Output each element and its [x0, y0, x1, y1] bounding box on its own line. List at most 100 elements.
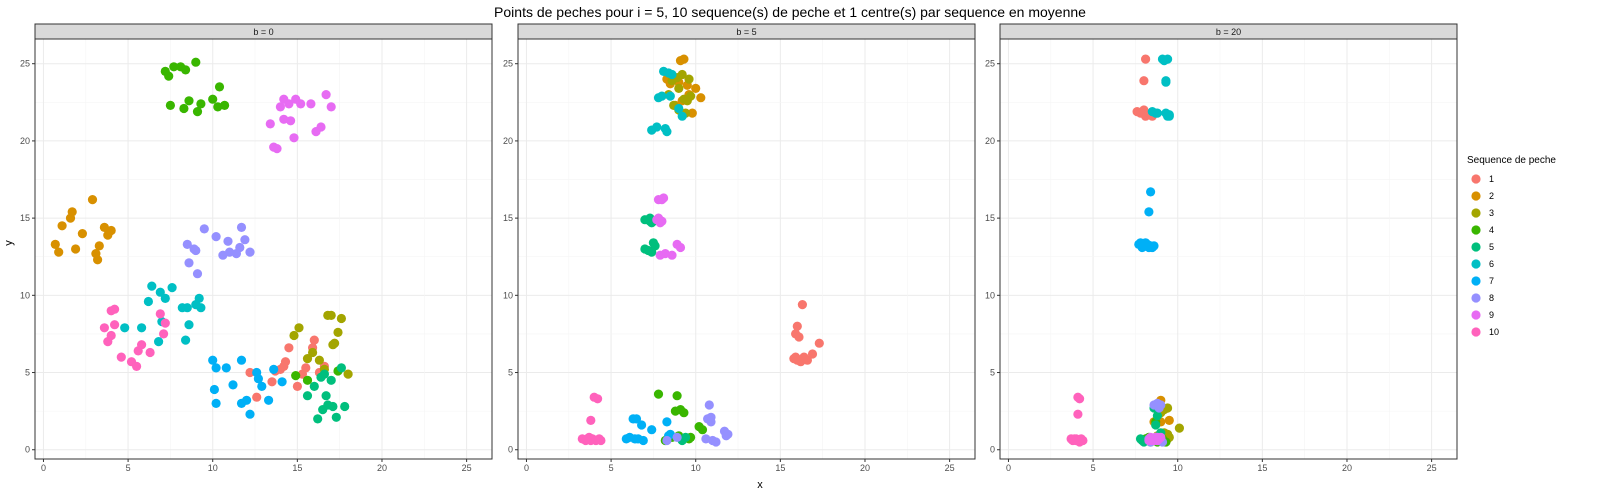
data-point-seq-2	[50, 239, 60, 249]
x-tick-label: 15	[775, 463, 785, 473]
data-point-seq-8	[723, 429, 733, 439]
panel-2: b = 20 0 5 10 15 20 25 0 5 10 15 20 25	[985, 23, 1458, 473]
panel-border	[517, 38, 976, 460]
data-point-seq-9	[265, 119, 275, 129]
panel-1: b = 5 0 5 10 15 20 25 0 5 10 15 20 25	[503, 23, 976, 473]
data-point-seq-7	[208, 355, 218, 365]
data-point-seq-5	[309, 381, 319, 391]
data-point-seq-1	[807, 349, 818, 359]
data-point-seq-7	[209, 384, 219, 395]
data-point-seq-8	[704, 400, 714, 410]
data-point-seq-9	[284, 99, 294, 109]
data-point-seq-1	[791, 352, 801, 362]
legend-label-seq-10: 10	[1489, 327, 1499, 337]
legend-key-seq-8	[1471, 293, 1481, 303]
data-point-seq-2	[679, 54, 689, 64]
data-point-seq-8	[211, 232, 221, 242]
data-point-seq-3	[308, 347, 318, 358]
data-point-seq-6	[667, 69, 677, 80]
data-point-seq-1	[1141, 54, 1151, 64]
legend-key-seq-7	[1471, 276, 1481, 286]
data-point-seq-10	[591, 435, 601, 446]
data-point-seq-6	[1164, 111, 1174, 121]
data-point-seq-3	[314, 355, 324, 365]
y-tick-label: 25	[503, 59, 513, 69]
data-point-seq-10	[1073, 409, 1083, 419]
data-point-seq-10	[110, 320, 120, 330]
data-point-seq-2	[106, 225, 116, 236]
legend-label-seq-2: 2	[1489, 191, 1494, 201]
data-point-seq-1	[279, 361, 289, 371]
data-point-seq-5	[328, 401, 338, 412]
facet-strip-label: b = 20	[1216, 27, 1241, 37]
data-point-seq-6	[143, 296, 153, 307]
x-axis-title: x	[757, 479, 763, 491]
panel-border	[34, 38, 493, 460]
data-point-seq-10	[116, 352, 126, 362]
data-point-seq-7	[631, 414, 642, 424]
x-tick-label: 5	[126, 463, 131, 473]
data-point-seq-9	[272, 144, 282, 154]
data-point-seq-10	[132, 361, 142, 371]
data-point-seq-10	[155, 309, 165, 319]
data-point-seq-2	[691, 83, 701, 93]
data-point-seq-6	[182, 303, 192, 313]
data-point-seq-9	[306, 99, 316, 109]
data-point-seq-9	[279, 114, 289, 124]
data-point-seq-7	[269, 364, 279, 374]
x-tick-label: 5	[1091, 463, 1096, 473]
data-point-seq-4	[653, 389, 664, 399]
data-point-seq-6	[674, 103, 684, 114]
data-point-seq-1	[1135, 108, 1146, 118]
data-point-seq-1	[802, 355, 813, 365]
legend-label-seq-5: 5	[1489, 242, 1494, 252]
x-tick-label: 0	[1006, 463, 1011, 473]
data-point-seq-4	[220, 100, 230, 110]
legend-label-seq-4: 4	[1489, 225, 1494, 235]
x-tick-label: 15	[1257, 463, 1267, 473]
data-point-seq-2	[696, 93, 706, 103]
data-point-seq-2	[77, 229, 87, 239]
data-point-seq-4	[291, 371, 301, 381]
data-point-seq-3	[1174, 423, 1184, 433]
data-point-seq-1	[301, 363, 311, 373]
data-point-seq-8	[711, 437, 721, 447]
data-point-seq-6	[184, 320, 194, 330]
x-tick-label: 20	[377, 463, 387, 473]
data-point-seq-1	[794, 332, 804, 342]
data-point-seq-6	[167, 283, 177, 293]
data-point-seq-5	[331, 412, 341, 422]
data-point-seq-6	[662, 127, 672, 137]
data-point-seq-9	[660, 249, 670, 259]
data-point-seq-7	[211, 363, 221, 373]
data-point-seq-6	[155, 287, 165, 297]
data-point-seq-9	[316, 122, 326, 132]
data-point-seq-10	[582, 434, 593, 444]
data-point-seq-1	[267, 377, 277, 387]
legend-key-seq-4	[1471, 225, 1481, 235]
data-point-seq-1	[245, 367, 255, 378]
data-point-seq-7	[1146, 187, 1156, 197]
data-point-seq-1	[814, 338, 824, 348]
data-point-seq-9	[657, 216, 667, 226]
y-tick-label: 5	[990, 368, 995, 378]
data-point-seq-8	[662, 435, 672, 446]
data-point-seq-7	[647, 425, 657, 435]
data-point-seq-7	[264, 395, 274, 405]
data-point-seq-6	[677, 111, 687, 121]
data-point-seq-10	[586, 415, 596, 425]
data-point-seq-4	[208, 94, 218, 104]
data-point-seq-8	[1156, 400, 1166, 410]
data-point-seq-4	[697, 425, 708, 435]
data-point-seq-2	[87, 195, 98, 205]
facet-strip-label: b = 5	[736, 27, 756, 37]
data-point-seq-4	[165, 100, 175, 110]
data-point-seq-9	[657, 195, 667, 205]
data-point-seq-8	[192, 269, 203, 279]
x-tick-label: 25	[945, 463, 955, 473]
data-point-seq-5	[648, 238, 659, 248]
data-point-seq-7	[662, 417, 672, 427]
data-point-seq-8	[191, 245, 201, 256]
data-point-seq-3	[336, 313, 346, 324]
